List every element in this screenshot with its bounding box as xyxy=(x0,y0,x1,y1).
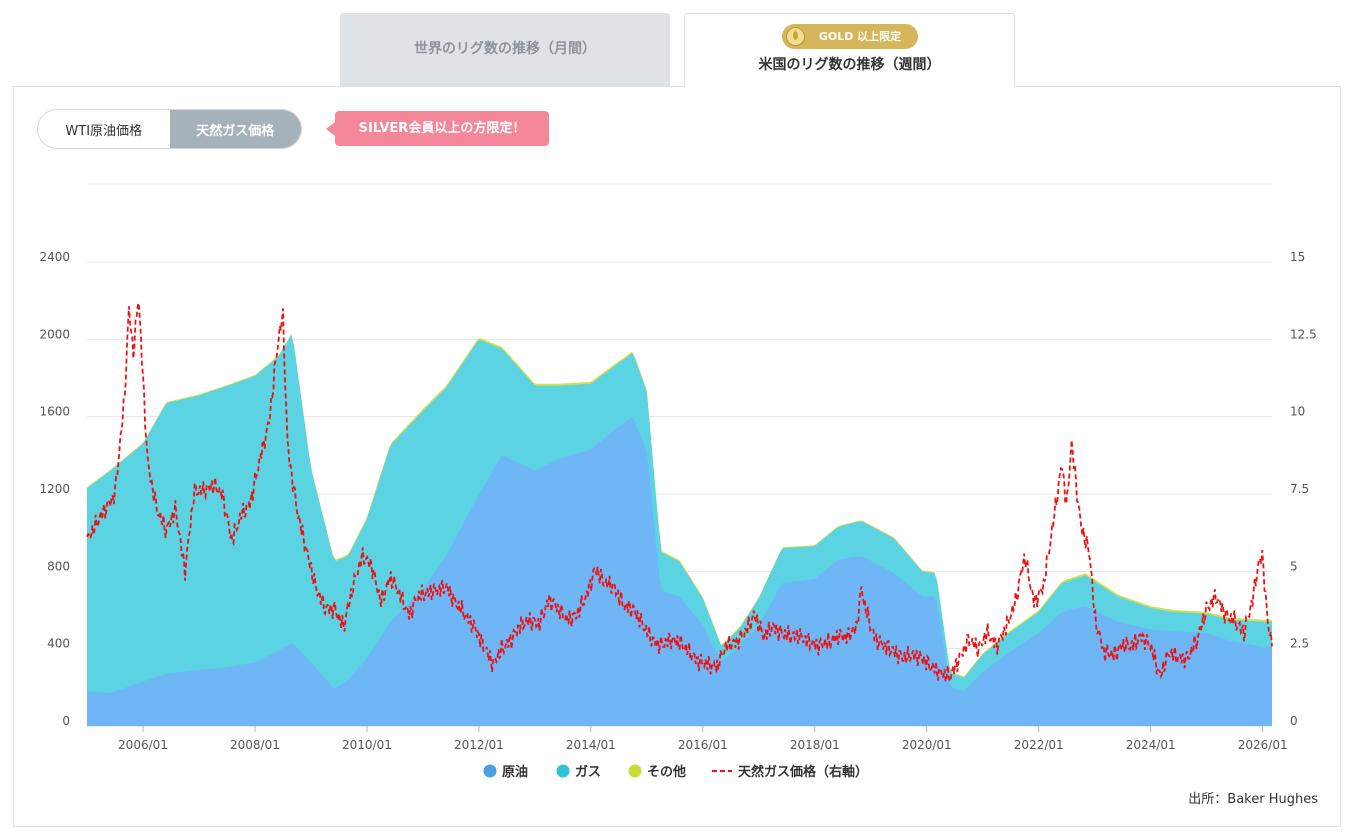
x-tick-label: 2014/01 xyxy=(566,738,616,752)
silver-member-notice: SILVER会員以上の方限定！ xyxy=(326,111,549,146)
tab-label: 世界のリグ数の推移（月間） xyxy=(414,41,596,57)
y-right-tick-label: 2.5 xyxy=(1290,637,1309,651)
legend-gas-label: ガス xyxy=(575,765,601,780)
y-left-tick-label: 1200 xyxy=(39,482,70,496)
x-tick-label: 2018/01 xyxy=(790,738,840,752)
y-right-tick-label: 7.5 xyxy=(1290,482,1309,496)
gold-medal-icon xyxy=(786,27,805,46)
tab-label: 米国のリグ数の推移（週間） xyxy=(758,57,941,73)
x-tick-label: 2022/01 xyxy=(1014,738,1064,752)
legend-gas-marker xyxy=(556,764,570,778)
y-right-tick-label: 0 xyxy=(1290,714,1298,728)
legend-oil-marker xyxy=(483,764,497,778)
toggle-gas-price[interactable]: 天然ガス価格 xyxy=(169,110,301,148)
price-toggle: WTI原油価格 天然ガス価格 xyxy=(37,109,302,149)
x-tick-label: 2006/01 xyxy=(118,738,168,752)
legend-oil-label: 原油 xyxy=(502,764,528,780)
oil-area xyxy=(87,417,1272,726)
legend-other-label: その他 xyxy=(647,764,686,780)
y-left-tick-label: 400 xyxy=(47,637,70,651)
x-tick-label: 2026/01 xyxy=(1238,738,1288,752)
x-tick-label: 2008/01 xyxy=(230,738,280,752)
gas-price-line xyxy=(86,302,1273,685)
tab-world-rig-count[interactable]: 世界のリグ数の推移（月間） xyxy=(340,13,670,86)
x-tick-label: 2020/01 xyxy=(902,738,952,752)
y-left-tick-label: 1600 xyxy=(39,405,70,419)
y-left-tick-label: 800 xyxy=(47,559,70,573)
legend-other-marker xyxy=(628,764,642,778)
y-left-tick-label: 0 xyxy=(62,714,70,728)
legend-gas-price-label: 天然ガス価格（右軸） xyxy=(738,764,868,780)
x-tick-label: 2012/01 xyxy=(454,738,504,752)
y-right-tick-label: 5 xyxy=(1290,559,1298,573)
source-note: 出所：Baker Hughes xyxy=(1188,792,1318,807)
y-right-tick-label: 15 xyxy=(1290,250,1305,264)
y-right-tick-label: 12.5 xyxy=(1290,327,1317,341)
x-tick-label: 2016/01 xyxy=(678,738,728,752)
tab-us-rig-count[interactable]: GOLD 以上限定 米国のリグ数の推移（週間） xyxy=(684,13,1015,87)
toggle-wti-price[interactable]: WTI原油価格 xyxy=(38,110,170,148)
x-tick-label: 2010/01 xyxy=(342,738,392,752)
y-left-tick-label: 2400 xyxy=(39,250,70,264)
y-right-tick-label: 10 xyxy=(1290,405,1305,419)
x-tick-label: 2024/01 xyxy=(1126,738,1176,752)
y-left-tick-label: 2000 xyxy=(39,327,70,341)
gas-area xyxy=(87,335,1272,726)
gold-badge-label: GOLD 以上限定 xyxy=(818,30,902,43)
gold-badge: GOLD 以上限定 xyxy=(782,24,918,49)
